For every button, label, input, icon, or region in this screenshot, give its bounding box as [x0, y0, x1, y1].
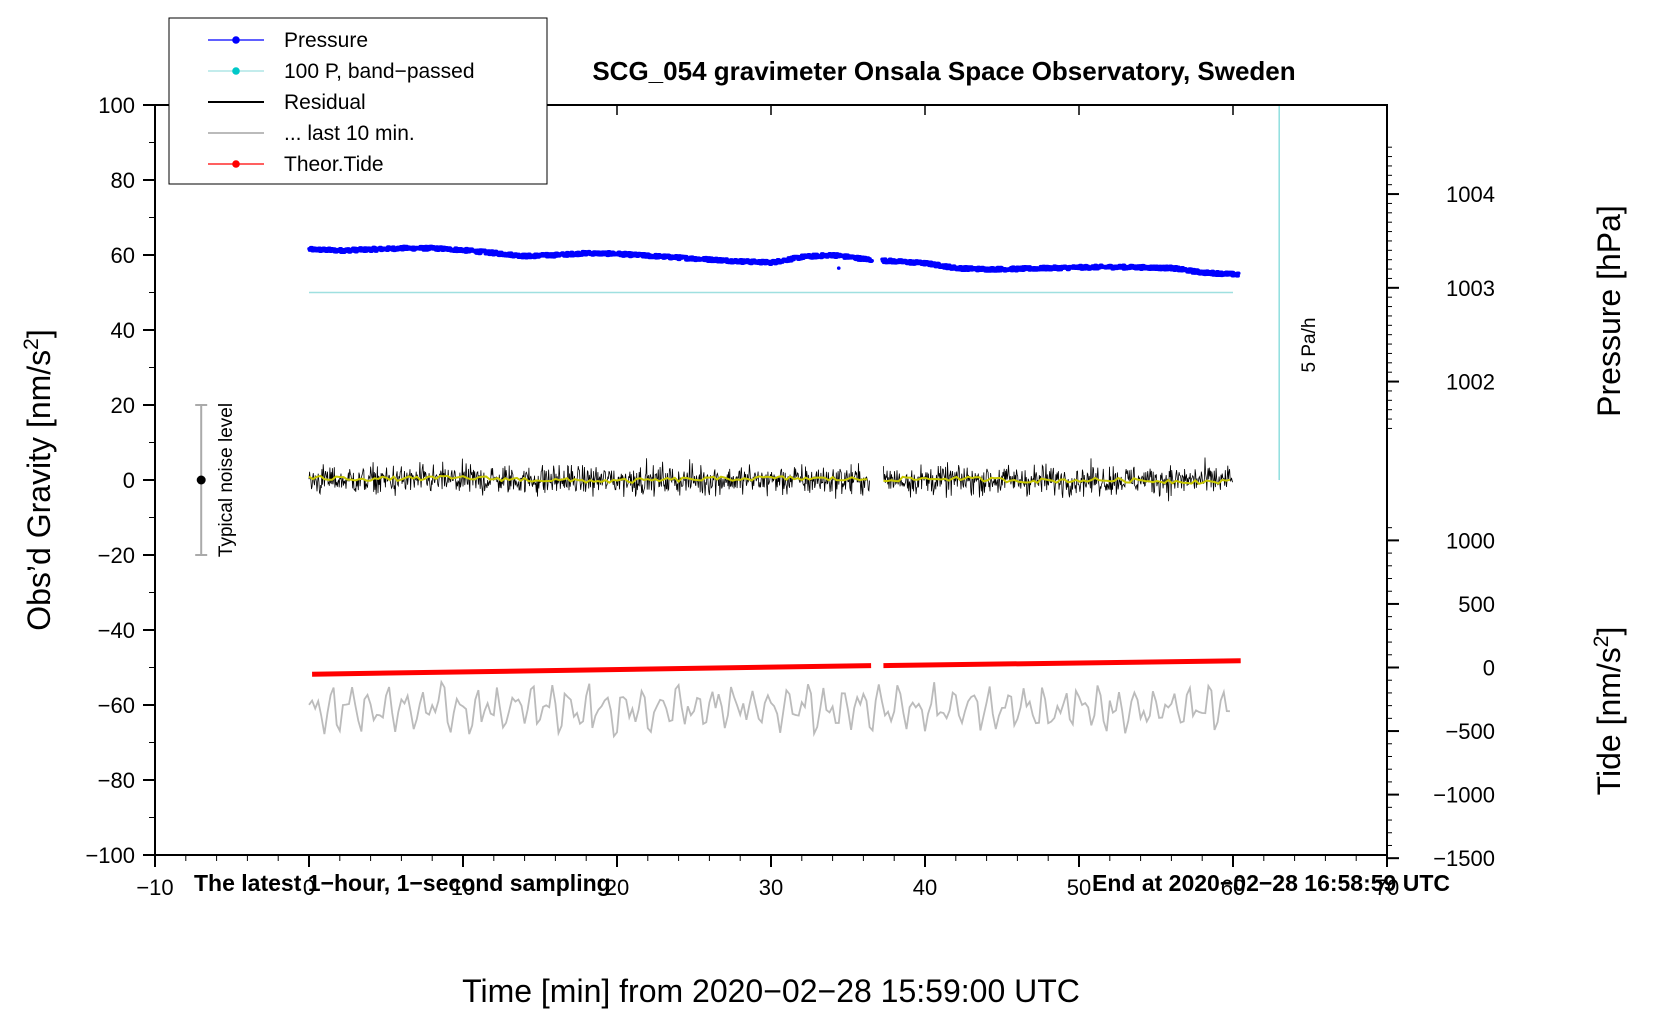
last-10-min-series — [308, 679, 1230, 739]
legend-swatch-dot — [232, 160, 240, 168]
y-axis-title-pressure: Pressure [hPa] — [1591, 205, 1627, 417]
tide-series-part-1 — [312, 663, 872, 677]
data-layer: 5 Pa/h Typical noise level — [195, 105, 1320, 739]
y-tick-label: 20 — [111, 393, 135, 418]
x-tick-label: 30 — [759, 875, 783, 900]
legend-label: Residual — [284, 91, 366, 114]
residual-series — [308, 457, 1234, 502]
y-tick-label: 0 — [123, 468, 135, 493]
y-tick-label: −60 — [98, 693, 135, 718]
noise-bar-center — [196, 475, 206, 485]
tide-tick-label: −500 — [1445, 719, 1495, 744]
residual-smoothed-series — [308, 474, 1231, 485]
x-tick-label: 20 — [605, 875, 629, 900]
pressure-rate-label: 5 Pa/h — [1299, 318, 1320, 373]
x-tick-label: 50 — [1067, 875, 1091, 900]
x-tick-label: 40 — [913, 875, 937, 900]
tide-tick-label: 500 — [1458, 592, 1495, 617]
bottom-left-caption: The latest 1−hour, 1−second sampling — [194, 870, 611, 896]
x-tick-label: 10 — [451, 875, 475, 900]
y-tick-label: −20 — [98, 543, 135, 568]
legend-swatch-dot — [232, 67, 240, 75]
x-tick-label: 70 — [1375, 875, 1399, 900]
legend: Pressure 100 P, band−passed Residual ... la… — [168, 17, 548, 185]
axes-layer: −10 0 10 20 30 40 50 60 70100806040200−20−40−60−… — [85, 93, 1495, 900]
y-tick-label: 60 — [111, 243, 135, 268]
y-axis-title-tide: Tide [nm/s2] — [1590, 627, 1627, 796]
y-tick-label: −100 — [85, 843, 135, 868]
tide-tick-label: −1000 — [1433, 783, 1495, 808]
y-tick-label: −40 — [98, 618, 135, 643]
tide-tick-label: −1500 — [1433, 846, 1495, 871]
pressure-tick-label: 1003 — [1446, 276, 1495, 301]
pressure-tick-label: 1002 — [1446, 370, 1495, 395]
chart-title: SCG_054 gravimeter Onsala Space Observat… — [592, 56, 1295, 86]
legend-swatch-dot — [232, 36, 240, 44]
x-tick-label: 60 — [1221, 875, 1245, 900]
legend-label: 100 P, band−passed — [284, 60, 475, 83]
pressure-tick-label: 1004 — [1446, 182, 1495, 207]
tide-tick-label: 0 — [1483, 656, 1495, 681]
x-tick-label: 0 — [303, 875, 315, 900]
legend-label: Theor.Tide — [284, 153, 384, 176]
bottom-right-caption: End at 2020−02−28 16:58:59 UTC — [1092, 870, 1450, 896]
x-axis-title: Time [min] from 2020−02−28 15:59:00 UTC — [462, 973, 1080, 1009]
x-tick-label: −10 — [136, 875, 173, 900]
noise-bar-label: Typical noise level — [216, 403, 237, 557]
pressure-series — [307, 244, 1241, 278]
legend-label: Pressure — [284, 29, 368, 52]
pressure-outlier — [836, 266, 841, 270]
y-tick-label: 100 — [98, 93, 135, 118]
y-tick-label: −80 — [98, 768, 135, 793]
y-axis-title-left: Obs’d Gravity [nm/s2] — [20, 329, 57, 631]
tide-series-part-2 — [883, 658, 1241, 669]
tide-tick-label: 1000 — [1446, 528, 1495, 553]
legend-label: ... last 10 min. — [284, 122, 415, 145]
y-tick-label: 80 — [111, 168, 135, 193]
y-tick-label: 40 — [111, 318, 135, 343]
